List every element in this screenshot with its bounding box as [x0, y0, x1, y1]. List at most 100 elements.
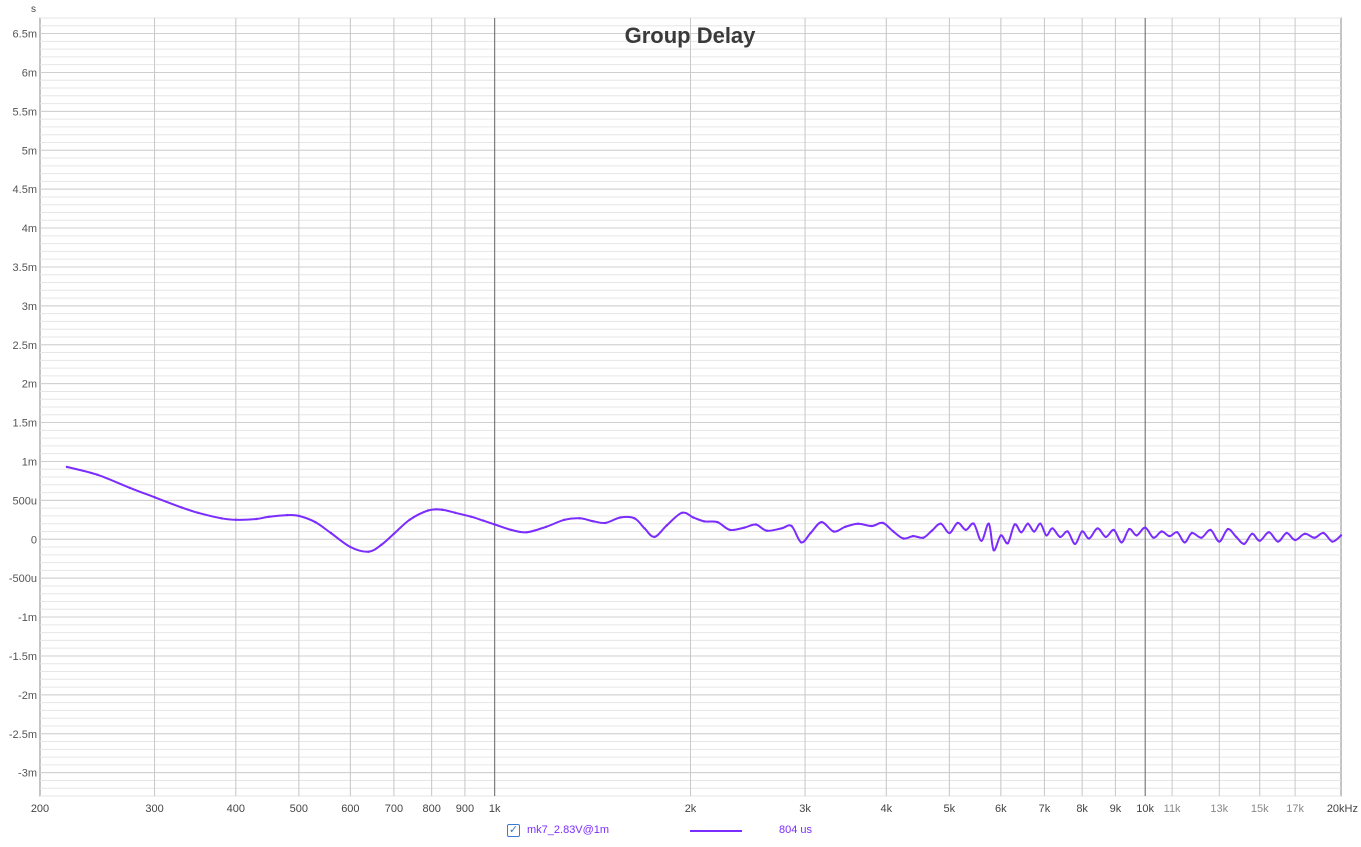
data-point — [440, 508, 444, 511]
data-point — [297, 514, 301, 518]
data-point — [367, 550, 370, 553]
data-point — [1051, 527, 1054, 530]
data-point — [780, 527, 783, 530]
data-point — [196, 511, 200, 514]
data-point — [703, 520, 706, 523]
data-point — [1045, 534, 1048, 537]
data-point — [1039, 522, 1042, 525]
data-point — [329, 531, 333, 535]
y-tick-label: 5.5m — [13, 106, 37, 118]
data-point — [1006, 542, 1009, 545]
data-point — [892, 530, 895, 533]
data-point — [1160, 530, 1163, 533]
x-tick-label: 17k — [1286, 803, 1304, 815]
y-tick-label: 5m — [22, 145, 37, 157]
data-point — [1112, 528, 1116, 532]
legend-checkbox[interactable]: ✓ — [507, 824, 520, 837]
x-tick-label: 13k — [1210, 803, 1228, 815]
x-tick-label: 10k — [1136, 803, 1154, 815]
y-axis-tick-labels: 6.5m 6m 5.5m 5m 4.5m 4m 3.5m 3m 2.5m 2m 1.5m 1m 500u… — [9, 29, 37, 780]
x-tick-label: 3k — [799, 803, 811, 815]
x-tick-label: 700 — [385, 803, 403, 815]
y-tick-label: -2m — [18, 690, 37, 702]
data-point — [1058, 535, 1062, 539]
y-tick-label: -3m — [18, 768, 37, 780]
data-point — [1080, 530, 1084, 533]
data-point — [665, 524, 669, 527]
data-point — [1235, 535, 1238, 539]
data-point — [809, 531, 812, 535]
data-point — [1013, 523, 1016, 526]
legend-line-swatch — [690, 830, 742, 832]
data-point — [653, 535, 656, 539]
data-point — [1190, 531, 1194, 535]
data-point — [1066, 530, 1069, 533]
x-tick-label: 400 — [227, 803, 245, 815]
data-point — [1183, 541, 1186, 544]
y-tick-label: 4m — [22, 223, 37, 235]
data-point — [948, 531, 951, 535]
data-point — [426, 509, 430, 512]
data-point — [563, 518, 566, 521]
legend-series-name: mk7_2.83V@1m — [527, 824, 610, 836]
data-point — [255, 517, 258, 521]
major-grid — [40, 18, 1341, 796]
data-point — [1322, 531, 1325, 535]
data-point — [349, 545, 352, 549]
data-point — [1168, 534, 1171, 538]
data-point — [469, 515, 473, 518]
data-point — [1128, 527, 1131, 531]
data-point — [481, 519, 485, 522]
data-point — [1032, 530, 1036, 533]
y-tick-label: 4.5m — [13, 184, 37, 196]
data-point — [525, 531, 528, 534]
data-point — [1258, 539, 1261, 542]
legend: ✓ mk7_2.83V@1m 804 us — [0, 820, 1361, 844]
data-point — [1293, 538, 1297, 542]
data-point — [1096, 527, 1099, 530]
data-point — [1209, 528, 1212, 532]
data-point — [1152, 536, 1155, 539]
y-axis-unit-label: s — [31, 4, 36, 15]
data-point — [1176, 531, 1179, 534]
data-point — [881, 521, 884, 525]
data-point — [267, 515, 271, 518]
data-point — [692, 516, 695, 519]
x-tick-label: 8k — [1076, 803, 1088, 815]
x-tick-label: 11k — [1164, 803, 1181, 815]
y-tick-label: 2m — [22, 379, 37, 391]
data-point — [1285, 531, 1288, 535]
data-point — [856, 522, 860, 525]
data-point — [964, 528, 967, 532]
data-point — [619, 516, 622, 519]
data-point — [972, 522, 975, 525]
y-tick-label: -1.5m — [9, 651, 37, 663]
data-point — [1026, 522, 1030, 525]
data-point — [314, 520, 317, 524]
data-point — [832, 530, 835, 533]
x-tick-label: 9k — [1110, 803, 1122, 815]
data-point — [1250, 532, 1254, 535]
data-point — [286, 513, 289, 517]
data-point — [1226, 527, 1230, 531]
data-point — [922, 536, 925, 539]
data-point — [65, 465, 69, 469]
data-point — [765, 529, 768, 532]
data-point — [1144, 526, 1147, 529]
data-point — [912, 534, 915, 538]
data-point — [604, 521, 607, 525]
data-point — [930, 529, 934, 532]
data-point — [1104, 535, 1108, 539]
x-tick-label: 900 — [456, 803, 474, 815]
data-point — [728, 528, 732, 532]
y-tick-label: 3.5m — [13, 262, 37, 274]
data-point — [1020, 531, 1023, 534]
x-tick-label: 15k — [1251, 803, 1269, 815]
data-point — [754, 523, 757, 526]
x-tick-label: 20kHz — [1327, 803, 1358, 815]
data-point — [743, 526, 746, 529]
y-tick-label: 1m — [22, 456, 37, 468]
y-tick-label: 2.5m — [13, 340, 37, 352]
data-point — [180, 506, 183, 509]
data-point — [234, 518, 237, 521]
